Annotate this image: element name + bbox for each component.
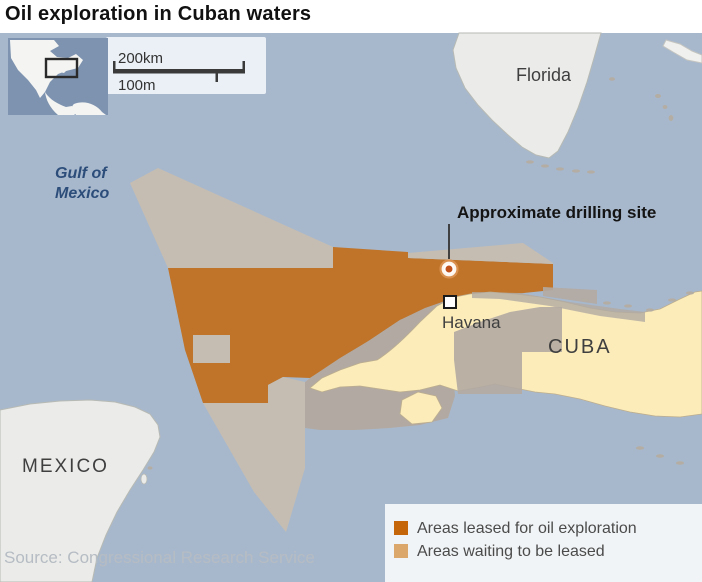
waiting-area-south-wedge [203, 377, 305, 532]
source-credit: Source: Congressional Research Service [4, 548, 315, 567]
bahamas-island [662, 39, 702, 64]
scale-label-miles: 100m [118, 77, 156, 94]
legend-swatch-waiting [394, 544, 408, 558]
inset-focus-rectangle [44, 57, 79, 79]
label-havana: Havana [442, 313, 501, 332]
florida-keys [526, 160, 595, 174]
scale-label-km: 200km [118, 50, 163, 67]
inset-central-america [45, 92, 78, 115]
label-gulf-of-mexico-line1: Gulf of [55, 165, 108, 182]
inset-locator-map [8, 38, 108, 115]
scale-bar: 200km 100m [106, 37, 266, 94]
leased-area-polygon [168, 247, 553, 403]
scale-tick-miles [215, 73, 218, 82]
label-florida: Florida [516, 65, 572, 85]
coastal-zone-overlay-west-cuba [454, 307, 562, 394]
scale-tick-left [113, 61, 116, 70]
scale-bar-line [113, 69, 245, 74]
drilling-site-marker-dot [445, 265, 453, 273]
waiting-area-notch [193, 335, 230, 363]
label-drilling-site: Approximate drilling site [457, 203, 656, 222]
florida-landmass [452, 32, 602, 159]
inset-south-america [72, 102, 106, 115]
legend-swatch-leased [394, 521, 408, 535]
small-islets [147, 77, 684, 470]
legend-label-waiting: Areas waiting to be leased [417, 543, 605, 560]
coastal-zone-north-band [472, 292, 645, 322]
page-title: Oil exploration in Cuban waters [5, 3, 312, 25]
mexico-landmass [0, 399, 161, 582]
legend: Areas leased for oil exploration Areas w… [385, 504, 702, 582]
isla-de-la-juventud [399, 391, 443, 425]
waiting-area-wedge-polygon [408, 243, 553, 264]
inset-cuba [49, 67, 67, 73]
waiting-area-north-polygon [130, 168, 333, 268]
havana-city-marker [443, 295, 457, 309]
north-coast-keys [581, 291, 694, 312]
cozumel-island [140, 473, 148, 485]
scale-bar-panel [106, 37, 266, 94]
legend-label-leased: Areas leased for oil exploration [417, 520, 637, 537]
legend-panel [385, 504, 702, 582]
label-gulf-of-mexico-line2: Mexico [55, 185, 109, 202]
label-mexico: MEXICO [22, 456, 109, 477]
scale-tick-right [242, 61, 245, 70]
label-cuba: CUBA [548, 336, 612, 358]
